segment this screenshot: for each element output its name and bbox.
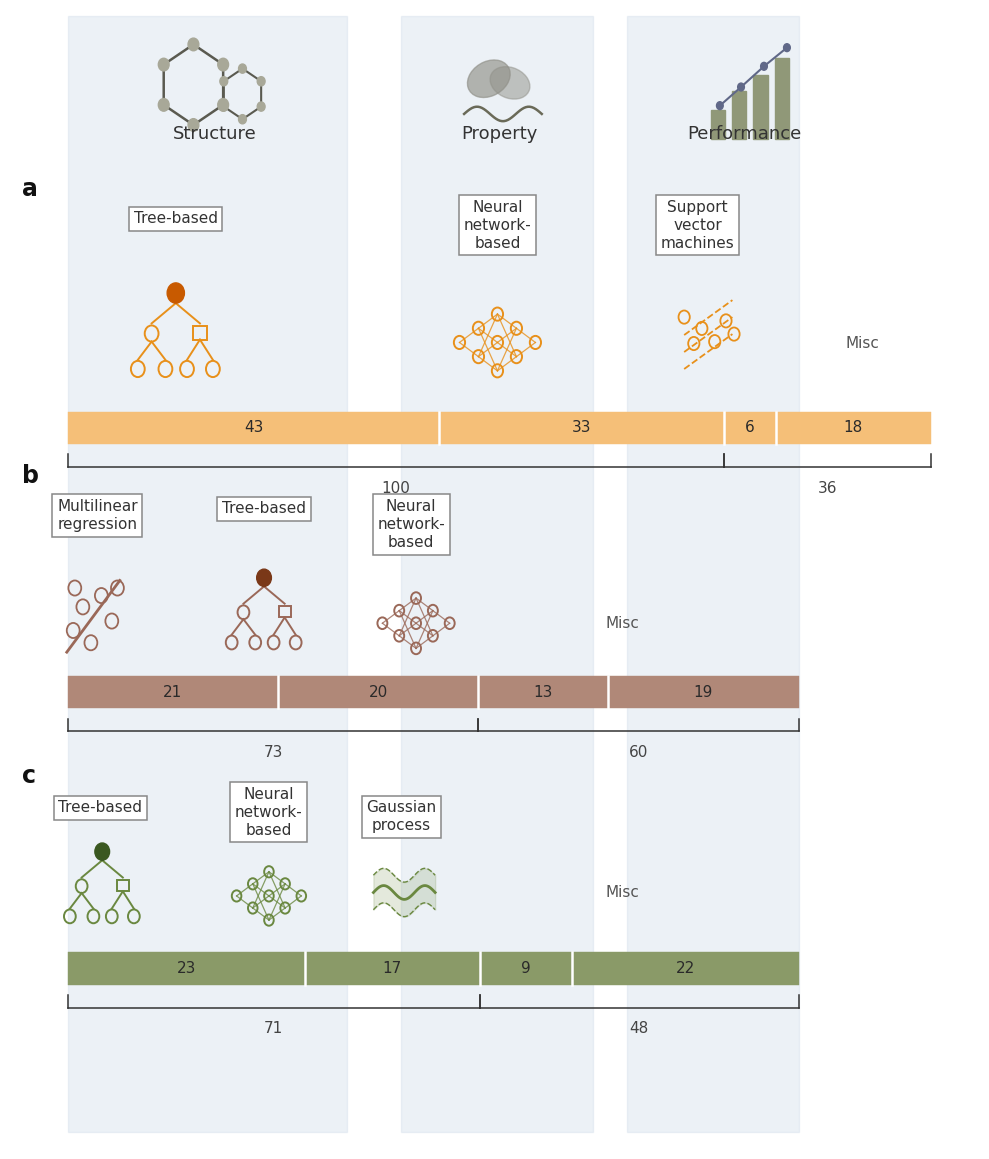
Text: c: c xyxy=(22,764,36,788)
Circle shape xyxy=(783,44,790,52)
Text: 13: 13 xyxy=(534,685,553,700)
Circle shape xyxy=(716,102,723,110)
Bar xyxy=(608,676,798,708)
Circle shape xyxy=(218,58,228,71)
Circle shape xyxy=(188,118,199,131)
Text: 33: 33 xyxy=(572,420,591,435)
Text: 22: 22 xyxy=(675,961,695,976)
Text: 100: 100 xyxy=(382,481,410,496)
Bar xyxy=(572,953,798,984)
Bar xyxy=(775,411,931,444)
Circle shape xyxy=(257,569,271,586)
Text: 36: 36 xyxy=(818,481,837,496)
Text: Gaussian
process: Gaussian process xyxy=(366,801,436,833)
Bar xyxy=(732,92,747,139)
Text: 48: 48 xyxy=(629,1021,649,1036)
Text: 19: 19 xyxy=(693,685,713,700)
Circle shape xyxy=(220,102,227,111)
Circle shape xyxy=(238,64,246,73)
Bar xyxy=(68,16,347,1132)
Text: 9: 9 xyxy=(521,961,531,976)
Text: Property: Property xyxy=(461,125,538,143)
Circle shape xyxy=(158,58,169,71)
Circle shape xyxy=(167,283,184,304)
Text: Performance: Performance xyxy=(687,125,802,143)
Circle shape xyxy=(158,99,169,111)
Text: 73: 73 xyxy=(263,745,283,760)
Bar xyxy=(305,953,480,984)
Text: 71: 71 xyxy=(264,1021,283,1036)
Circle shape xyxy=(257,102,265,111)
Bar xyxy=(278,676,479,708)
Ellipse shape xyxy=(491,67,530,99)
Circle shape xyxy=(188,38,199,51)
Text: Neural
network-
based: Neural network- based xyxy=(235,787,303,838)
Circle shape xyxy=(238,115,246,124)
Circle shape xyxy=(738,83,745,90)
Text: 20: 20 xyxy=(369,685,388,700)
Bar xyxy=(68,953,305,984)
Text: Misc: Misc xyxy=(605,615,639,630)
Text: 6: 6 xyxy=(745,420,755,435)
Text: b: b xyxy=(22,465,39,488)
Text: Tree-based: Tree-based xyxy=(223,501,306,516)
Text: Misc: Misc xyxy=(605,885,639,901)
Text: a: a xyxy=(22,177,38,201)
Text: 21: 21 xyxy=(163,685,183,700)
Text: 18: 18 xyxy=(844,420,862,435)
Text: 60: 60 xyxy=(629,745,648,760)
Bar xyxy=(68,411,439,444)
Text: Multilinear
regression: Multilinear regression xyxy=(57,500,137,532)
Text: Neural
network-
based: Neural network- based xyxy=(464,199,531,250)
Circle shape xyxy=(218,99,228,111)
Text: 17: 17 xyxy=(383,961,402,976)
Text: Tree-based: Tree-based xyxy=(58,801,142,816)
Text: 23: 23 xyxy=(177,961,196,976)
Bar xyxy=(754,74,767,139)
Text: Tree-based: Tree-based xyxy=(134,211,218,226)
Bar xyxy=(439,411,724,444)
Circle shape xyxy=(220,76,227,86)
Bar xyxy=(402,16,592,1132)
Bar xyxy=(724,411,775,444)
Text: Structure: Structure xyxy=(173,125,257,143)
Circle shape xyxy=(257,76,265,86)
Circle shape xyxy=(95,843,110,860)
Circle shape xyxy=(761,63,767,71)
Bar xyxy=(774,58,788,139)
Bar xyxy=(479,676,608,708)
Text: Neural
network-
based: Neural network- based xyxy=(377,500,445,551)
Text: 43: 43 xyxy=(243,420,263,435)
Bar xyxy=(480,953,572,984)
Ellipse shape xyxy=(468,60,510,97)
Bar xyxy=(711,110,725,139)
Text: Support
vector
machines: Support vector machines xyxy=(661,199,735,250)
Bar xyxy=(68,676,278,708)
Bar xyxy=(627,16,798,1132)
Text: Misc: Misc xyxy=(846,336,879,351)
